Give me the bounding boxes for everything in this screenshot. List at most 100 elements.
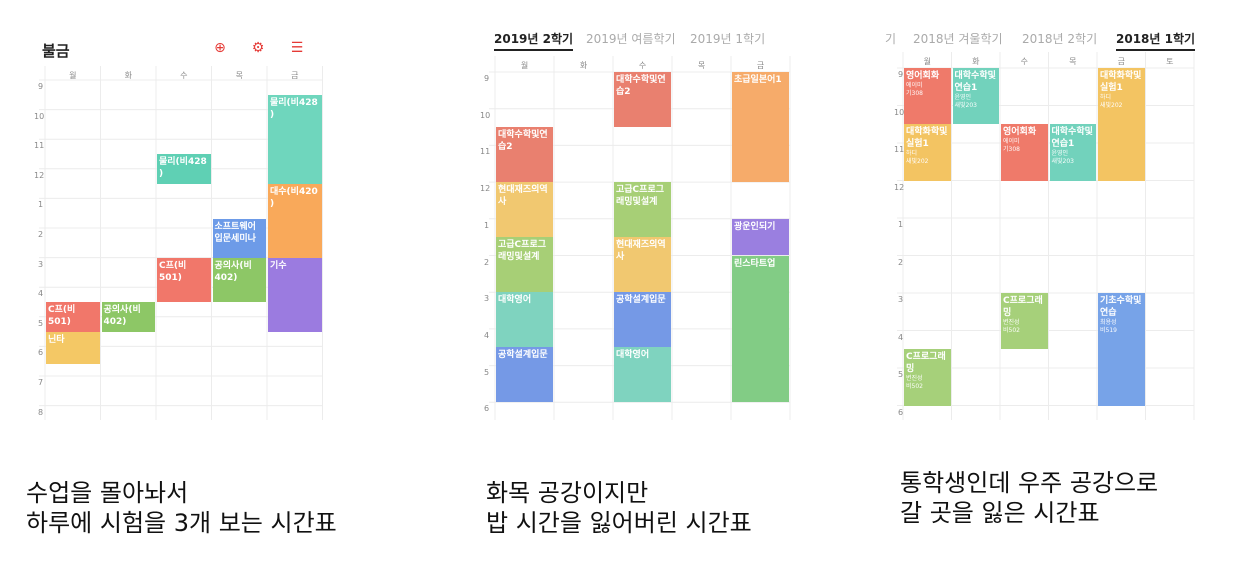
hour-label: 3 bbox=[484, 294, 490, 304]
semester-tab[interactable]: 2018년 겨울학기 bbox=[913, 32, 1003, 46]
class-block[interactable]: 현대재즈의역사 bbox=[614, 237, 671, 293]
class-block[interactable]: 현대재즈의역사 bbox=[496, 182, 553, 238]
class-block[interactable]: 광운인되기 bbox=[732, 218, 789, 256]
hour-label: 4 bbox=[38, 289, 44, 299]
timetable-panel-1: 불금 ⊕ ⚙ ☰ 월 화 수 목 금 9 10 11 12 1 2 3 4 5 6 7 8 물리(비428 ) 물리… bbox=[0, 0, 400, 420]
class-block[interactable]: 닌타 bbox=[46, 331, 100, 365]
class-name: 공학설계입문 bbox=[498, 350, 548, 361]
add-icon[interactable]: ⊕ bbox=[214, 40, 226, 56]
semester-tab[interactable]: 2018년 1학기 bbox=[1116, 30, 1196, 51]
class-block[interactable]: 대학수학및연습1 윤영인 새빛203 bbox=[952, 68, 999, 125]
day-header: 화 bbox=[972, 57, 980, 66]
class-professor: 하디 bbox=[1100, 94, 1112, 101]
list-icon[interactable]: ☰ bbox=[290, 40, 304, 56]
class-block[interactable]: 대학수학및연습1 윤영인 새빛203 bbox=[1049, 124, 1096, 181]
hour-label: 11 bbox=[894, 145, 905, 154]
day-header: 토 bbox=[1166, 57, 1174, 66]
day-header: 화 bbox=[124, 71, 132, 80]
hour-label: 10 bbox=[894, 107, 905, 117]
hour-label: 5 bbox=[38, 318, 44, 328]
hour-label: 2 bbox=[38, 230, 44, 239]
hour-label: 12 bbox=[480, 184, 491, 194]
class-block[interactable]: 공의사(비402) bbox=[212, 257, 266, 302]
day-header: 목 bbox=[235, 71, 243, 80]
day-header: 화 bbox=[579, 61, 588, 70]
class-room: 새빛203 bbox=[1051, 158, 1075, 166]
class-block[interactable]: C프(비501) bbox=[157, 257, 211, 302]
class-block[interactable]: 고급C프로그래밍및설계 bbox=[496, 237, 553, 293]
class-name: C프로그래밍 bbox=[1003, 296, 1043, 318]
class-block[interactable]: 공의사(비402) bbox=[101, 302, 155, 332]
class-professor: 에이미 bbox=[1003, 138, 1020, 146]
caption-3-line-1: 통학생인데 우주 공강으로 bbox=[900, 469, 1159, 497]
semester-tab[interactable]: 2019년 여름학기 bbox=[586, 32, 676, 46]
class-block[interactable]: 대학영어 bbox=[614, 347, 671, 403]
class-block[interactable]: C프로그래밍 변진성 비502 bbox=[1001, 293, 1048, 350]
class-professor: 에이미 bbox=[906, 82, 923, 89]
class-block[interactable]: 대학화학및실험1 하디 새빛202 bbox=[904, 124, 951, 181]
gear-icon[interactable]: ⚙ bbox=[251, 40, 265, 56]
semester-tab[interactable]: 기 bbox=[885, 32, 897, 46]
class-block[interactable]: 소프트웨어입문세미나 bbox=[212, 219, 266, 258]
class-block[interactable]: 초급일본어1 bbox=[732, 72, 789, 183]
class-name: 대학수학및연습2 bbox=[498, 130, 548, 153]
hour-label: 9 bbox=[38, 82, 44, 91]
day-header: 목 bbox=[697, 61, 706, 70]
semester-tab[interactable]: 2019년 2학기 bbox=[494, 30, 574, 51]
class-name: 광운인되기 bbox=[734, 221, 776, 232]
class-name: 대학수학및연습2 bbox=[616, 75, 666, 97]
class-name: 현대재즈의역사 bbox=[498, 185, 548, 208]
hour-label: 3 bbox=[898, 295, 904, 304]
class-room: 비519 bbox=[1100, 327, 1117, 334]
day-header: 월 bbox=[923, 57, 931, 66]
class-name: 현대재즈의역사 bbox=[616, 240, 666, 263]
class-block[interactable]: 대학영어 bbox=[496, 292, 553, 348]
class-professor: 변진성 bbox=[1003, 319, 1020, 326]
class-block[interactable]: C프로그래밍 변진성 비502 bbox=[904, 349, 951, 406]
class-name: 대학영어 bbox=[616, 350, 650, 361]
class-block[interactable]: 공학설계입문 bbox=[614, 292, 671, 348]
hour-label: 10 bbox=[480, 110, 491, 120]
class-block[interactable]: 영어회화 에이미 기308 bbox=[1001, 124, 1048, 181]
class-name: 공의사(비402) bbox=[103, 305, 141, 327]
class-name: 대학영어 bbox=[498, 295, 532, 306]
hour-label: 3 bbox=[38, 259, 44, 269]
hour-label: 9 bbox=[484, 74, 490, 83]
hour-label: 6 bbox=[38, 348, 44, 358]
class-block[interactable]: 대수(비420 ) bbox=[268, 183, 322, 258]
class-professor: 윤영인 bbox=[1051, 150, 1069, 158]
class-room: 새빛202 bbox=[1100, 102, 1123, 109]
class-block[interactable]: 물리(비428 ) bbox=[157, 154, 211, 184]
class-room: 기308 bbox=[1003, 146, 1020, 154]
class-name: 고급C프로그래밍및설계 bbox=[616, 185, 665, 208]
semester-tab[interactable]: 2019년 1학기 bbox=[690, 32, 766, 46]
class-name: 물리(비428 ) bbox=[270, 97, 318, 120]
caption-2-line-1: 화목 공강이지만 bbox=[486, 479, 649, 507]
class-block[interactable]: 대학수학및연습2 bbox=[614, 72, 671, 128]
class-name: 기초수학및연습 bbox=[1100, 296, 1142, 318]
class-block[interactable]: 물리(비428 ) bbox=[268, 94, 322, 184]
class-block[interactable]: 기초수학및연습 최용성 비519 bbox=[1098, 293, 1145, 406]
class-block[interactable]: 영어회화 에이미 기308 bbox=[904, 68, 951, 125]
class-block[interactable]: 대학수학및연습2 bbox=[496, 127, 553, 183]
class-block[interactable]: 린스타트업 bbox=[732, 255, 789, 403]
class-block[interactable]: C프(비501) bbox=[46, 302, 100, 332]
day-header: 수 bbox=[638, 61, 647, 70]
class-block[interactable]: 대학화학및실험1 하디 새빛202 bbox=[1098, 68, 1145, 181]
class-block[interactable]: 공학설계입문 bbox=[496, 347, 553, 403]
class-name: 소프트웨어입문세미나 bbox=[214, 222, 256, 245]
class-room: 비502 bbox=[906, 383, 923, 391]
hour-label: 8 bbox=[38, 407, 44, 417]
caption-1-line-2: 하루에 시험을 3개 보는 시간표 bbox=[26, 509, 337, 537]
semester-tab[interactable]: 2018년 2학기 bbox=[1022, 32, 1098, 46]
caption-1: 수업을 몰아놔서 하루에 시험을 3개 보는 시간표 bbox=[26, 478, 337, 538]
day-header: 목 bbox=[1069, 57, 1077, 66]
class-name: 대학화학및실험1 bbox=[1100, 71, 1142, 93]
caption-2: 화목 공강이지만 밥 시간을 잃어버린 시간표 bbox=[486, 478, 752, 538]
class-block[interactable]: 고급C프로그래밍및설계 bbox=[614, 182, 671, 238]
caption-1-line-1: 수업을 몰아놔서 bbox=[26, 479, 189, 507]
class-block[interactable]: 기수 bbox=[268, 257, 322, 332]
hour-label: 5 bbox=[484, 367, 490, 377]
class-name: 린스타트업 bbox=[734, 258, 776, 269]
hour-label: 11 bbox=[34, 141, 45, 151]
